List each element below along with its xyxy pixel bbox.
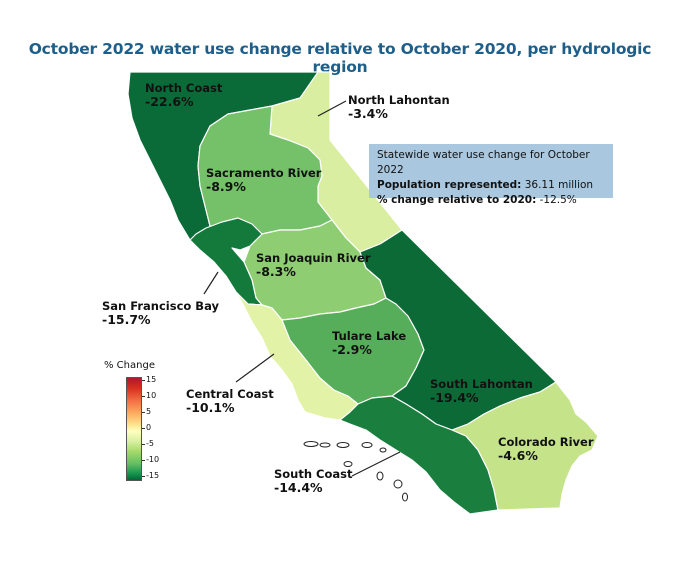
legend-tick-label: -5 — [146, 439, 154, 448]
leader-line-north-lahontan — [317, 100, 347, 117]
channel-island — [361, 442, 373, 448]
legend-tick-label: 0 — [146, 423, 152, 432]
channel-island — [376, 471, 384, 481]
legend-tick-mark — [142, 444, 145, 445]
legend-tick-label: -15 — [146, 471, 160, 480]
channel-island — [393, 479, 403, 489]
label-san-joaquin-river-name: San Joaquin River — [256, 251, 371, 265]
label-central-coast-name: Central Coast — [186, 387, 274, 401]
label-tulare-lake-name: Tulare Lake — [332, 329, 406, 343]
statewide-stats-box: Statewide water use change for October 2… — [369, 144, 613, 206]
channel-island — [336, 442, 350, 448]
channel-island — [319, 442, 331, 448]
leader-line-south-coast — [351, 451, 401, 477]
legend-tick-mark — [142, 428, 145, 429]
channel-island — [303, 441, 319, 447]
label-san-joaquin-river-value: -8.3% — [256, 264, 296, 279]
label-san-francisco-bay-value: -15.7% — [102, 312, 151, 327]
legend-tick-mark — [142, 476, 145, 477]
stats-population-row: Population represented: 36.11 million — [377, 178, 605, 193]
map-title: October 2022 water use change relative t… — [28, 40, 652, 76]
legend-title: % Change — [104, 360, 155, 371]
region-colorado-river[interactable] — [451, 381, 599, 511]
region-south-coast[interactable] — [339, 395, 499, 515]
stats-change-row: % change relative to 2020: -12.5% — [377, 193, 605, 208]
region-san-francisco-bay[interactable] — [189, 217, 263, 306]
legend-tick-mark — [142, 460, 145, 461]
stats-change-value: -12.5% — [539, 194, 577, 206]
channel-island — [343, 461, 353, 467]
label-north-coast-name: North Coast — [145, 81, 223, 95]
label-tulare-lake-value: -2.9% — [332, 342, 372, 357]
legend-tick-mark — [142, 396, 145, 397]
legend-tick-label: 10 — [146, 391, 157, 400]
legend-tick-mark — [142, 380, 145, 381]
label-san-francisco-bay-name: San Francisco Bay — [102, 299, 219, 313]
legend-tick-label: -10 — [146, 455, 160, 464]
stats-change-label: % change relative to 2020: — [377, 194, 537, 206]
stats-heading: Statewide water use change for October 2… — [377, 149, 590, 176]
leader-line-central-coast — [235, 353, 275, 383]
stats-population-value: 36.11 million — [524, 179, 594, 191]
label-north-lahontan-name: North Lahontan — [348, 93, 450, 107]
legend-tick-mark — [142, 412, 145, 413]
label-south-coast-name: South Coast — [274, 467, 353, 481]
label-sacramento-river-value: -8.9% — [206, 179, 246, 194]
label-sacramento-river-name: Sacramento River — [206, 166, 322, 180]
label-south-coast-value: -14.4% — [274, 480, 323, 495]
label-north-coast-value: -22.6% — [145, 94, 194, 109]
label-central-coast-value: -10.1% — [186, 400, 235, 415]
legend-tick-label: 15 — [146, 375, 157, 384]
label-colorado-river-name: Colorado River — [498, 435, 594, 449]
label-south-lahontan-name: South Lahontan — [430, 377, 533, 391]
label-north-lahontan-value: -3.4% — [348, 106, 388, 121]
legend-tick-label: 5 — [146, 407, 152, 416]
label-colorado-river-value: -4.6% — [498, 448, 538, 463]
stats-population-label: Population represented: — [377, 179, 522, 191]
label-south-lahontan-value: -19.4% — [430, 390, 479, 405]
leader-line-san-francisco-bay — [203, 271, 219, 295]
channel-island — [379, 447, 387, 453]
channel-island — [402, 492, 408, 502]
legend-color-bar — [126, 377, 142, 481]
